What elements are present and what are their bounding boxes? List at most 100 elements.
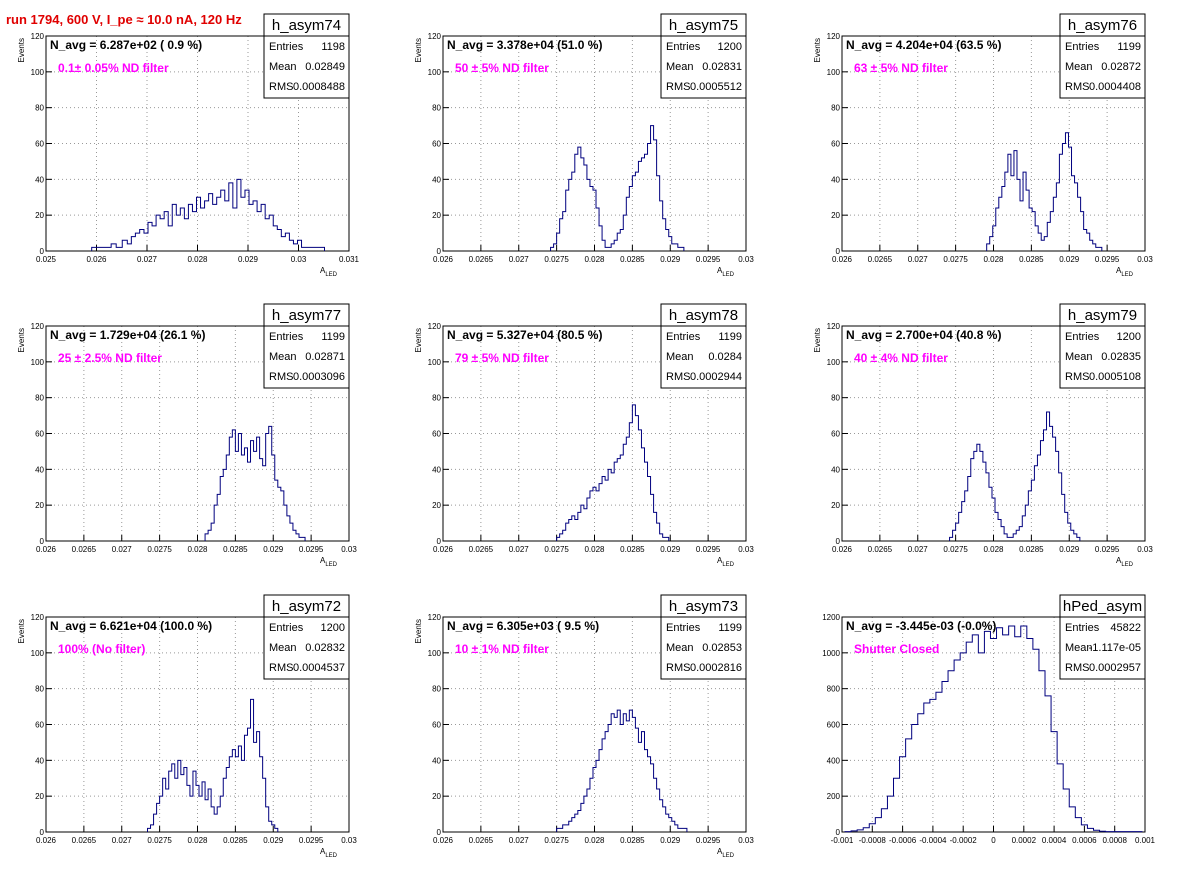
navg-label: N_avg = -3.445e-03 (-0.0%) <box>846 619 996 633</box>
stats-label: Mean <box>269 351 297 363</box>
x-tick-label: 0.0295 <box>696 836 721 845</box>
y-tick-label: 0 <box>437 537 442 546</box>
x-tick-label: 0.03 <box>1137 255 1153 264</box>
y-tick-label: 100 <box>31 649 45 658</box>
y-tick-label: 0 <box>836 247 841 256</box>
stats-label: Mean <box>1065 351 1093 363</box>
stats-label: RMS <box>1065 371 1089 383</box>
filter-note: 10 ± 1% ND filter <box>455 642 549 656</box>
y-tick-label: 100 <box>31 358 45 367</box>
stats-box <box>660 35 747 99</box>
y-axis-label: Events <box>813 38 822 62</box>
stats-value: 1199 <box>718 622 742 634</box>
x-tick-label: 0.0295 <box>299 836 324 845</box>
stats-label: Entries <box>1065 622 1100 634</box>
x-axis-label: ALED <box>1116 266 1134 278</box>
panel-h_asym72: 0.026 0.0265 0.027 0.0275 0.028 0.0285 0.029 0.… <box>17 594 357 859</box>
x-tick-label: 0.0275 <box>544 545 569 554</box>
panel-hPed_asym: -0.001 -0.0008 -0.0006 -0.0004 -0.0002 0 0.000… <box>822 594 1156 845</box>
y-tick-label: 400 <box>827 756 841 765</box>
y-axis-label: Events <box>414 38 423 62</box>
stats-value: 0.02872 <box>1101 61 1141 73</box>
y-tick-label: 60 <box>35 430 44 439</box>
x-tick-label: 0.028 <box>983 545 1004 554</box>
x-axis-label: ALED <box>717 556 735 568</box>
navg-label: N_avg = 6.287e+02 ( 0.9 %) <box>50 38 202 52</box>
x-tick-label: 0.03 <box>738 255 754 264</box>
panel-h_asym76: 0.026 0.0265 0.027 0.0275 0.028 0.0285 0.029 0.… <box>813 13 1153 278</box>
x-tick-label: 0.027 <box>112 545 133 554</box>
y-tick-label: 0 <box>836 828 841 837</box>
x-tick-label: 0.027 <box>137 255 158 264</box>
filter-note: Shutter Closed <box>854 642 939 656</box>
y-tick-label: 100 <box>428 358 442 367</box>
x-tick-label: 0.0275 <box>147 545 172 554</box>
y-tick-label: 40 <box>35 175 44 184</box>
panel-h_asym74: 0.025 0.026 0.027 0.028 0.029 0.03 0.031 0 20 40 6… <box>17 13 360 278</box>
filter-note: 0.1± 0.05% ND filter <box>58 61 169 75</box>
x-tick-label: 0.026 <box>832 255 853 264</box>
x-tick-label: 0.028 <box>983 255 1004 264</box>
y-tick-label: 20 <box>35 211 44 220</box>
y-axis-label: Events <box>17 619 26 643</box>
x-tick-label: 0.0265 <box>72 545 97 554</box>
x-tick-label: -0.0008 <box>859 836 887 845</box>
y-tick-label: 120 <box>428 32 442 41</box>
histogram-name: h_asym79 <box>1068 307 1137 324</box>
x-tick-label: 0.027 <box>908 255 929 264</box>
x-tick-label: 0.0295 <box>1095 545 1120 554</box>
y-tick-label: 80 <box>35 104 44 113</box>
stats-label: Entries <box>1065 41 1100 53</box>
x-tick-label: 0.028 <box>584 836 605 845</box>
y-tick-label: 100 <box>31 68 45 77</box>
y-axis-label: Events <box>17 38 26 62</box>
y-tick-label: 0 <box>437 247 442 256</box>
x-tick-label: 0.0295 <box>696 545 721 554</box>
stats-box <box>660 616 747 680</box>
y-tick-label: 20 <box>831 211 840 220</box>
x-tick-label: 0.029 <box>238 255 259 264</box>
stats-label: Entries <box>666 331 701 343</box>
y-tick-label: 20 <box>831 501 840 510</box>
y-tick-label: 40 <box>432 756 441 765</box>
x-tick-label: 0.028 <box>187 836 208 845</box>
stats-value: 1199 <box>321 331 345 343</box>
stats-value: 0.02849 <box>305 61 345 73</box>
y-tick-label: 0 <box>437 828 442 837</box>
stats-box <box>263 35 350 99</box>
filter-note: 50 ± 5% ND filter <box>455 61 549 75</box>
stats-label: Entries <box>269 41 304 53</box>
histogram-name: h_asym74 <box>272 17 341 34</box>
histogram-name: h_asym76 <box>1068 17 1137 34</box>
x-tick-label: 0.0295 <box>299 545 324 554</box>
x-tick-label: 0.03 <box>738 836 754 845</box>
y-tick-label: 80 <box>831 394 840 403</box>
stats-label: Entries <box>269 622 304 634</box>
stats-value: 1199 <box>1117 41 1141 53</box>
histogram-series <box>844 625 1143 833</box>
x-tick-label: 0.026 <box>86 255 107 264</box>
y-axis-label: Events <box>17 328 26 352</box>
stats-label: RMS <box>1065 81 1089 93</box>
stats-label: Mean <box>1065 642 1093 654</box>
stats-label: RMS <box>1065 662 1089 674</box>
x-tick-label: 0.0265 <box>72 836 97 845</box>
filter-note: 100% (No filter) <box>58 642 145 656</box>
x-tick-label: 0.03 <box>1137 545 1153 554</box>
filter-note: 40 ± 4% ND filter <box>854 351 948 365</box>
histogram-name: h_asym72 <box>272 598 341 615</box>
y-tick-label: 100 <box>827 68 841 77</box>
x-axis-label: ALED <box>320 556 338 568</box>
y-axis-label: Events <box>414 328 423 352</box>
stats-label: RMS <box>269 662 293 674</box>
x-tick-label: 0.0265 <box>868 545 893 554</box>
x-tick-label: 0.0275 <box>544 836 569 845</box>
stats-label: Mean <box>666 642 694 654</box>
histogram-name: h_asym73 <box>669 598 738 615</box>
x-tick-label: 0.027 <box>509 545 530 554</box>
x-tick-label: 0.0265 <box>469 545 494 554</box>
x-tick-label: -0.0006 <box>889 836 917 845</box>
y-tick-label: 0 <box>40 537 45 546</box>
filter-note: 25 ± 2.5% ND filter <box>58 351 162 365</box>
x-axis-label: ALED <box>320 266 338 278</box>
